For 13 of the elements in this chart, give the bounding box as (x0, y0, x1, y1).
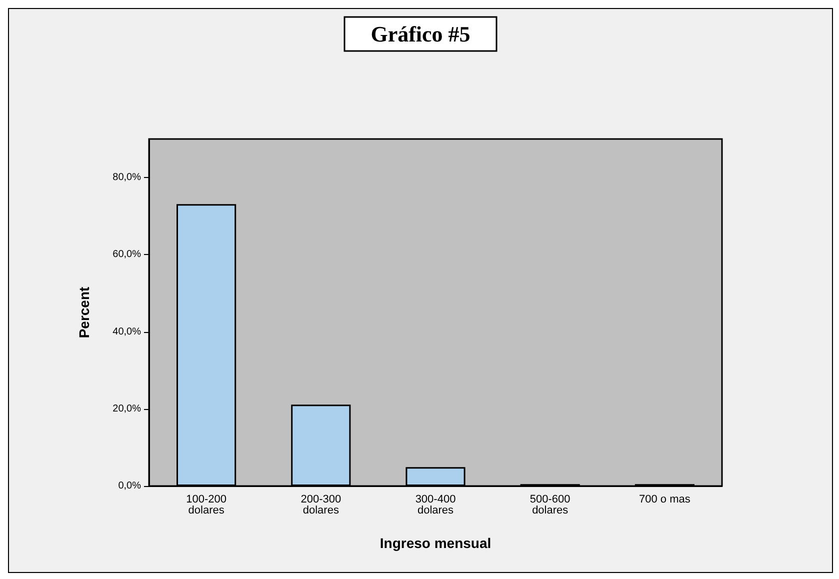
y-axis-title: Percent (76, 286, 92, 338)
x-axis-title: Ingreso mensual (380, 535, 492, 551)
x-tick-label: 500-600 dolares (530, 494, 570, 516)
x-tick-label: 100-200 dolares (186, 494, 226, 516)
y-tick-label: 40,0% (112, 326, 142, 338)
y-tick-label: 0,0% (118, 480, 142, 492)
x-tick-label: 300-400 dolares (415, 494, 456, 516)
x-tick-label: 700 o mas (639, 494, 691, 506)
y-tick-label: 20,0% (112, 403, 142, 414)
y-tick-label: 80,0% (112, 172, 142, 184)
x-tick-label: 200-300 dolares (300, 494, 342, 516)
chart-title: Gráfico #5 (370, 22, 470, 46)
y-tick-label: 60,0% (112, 249, 142, 260)
